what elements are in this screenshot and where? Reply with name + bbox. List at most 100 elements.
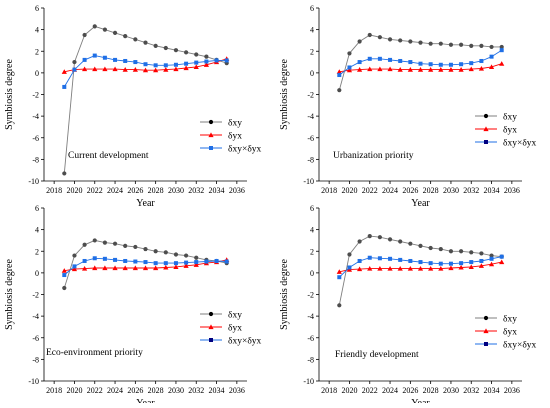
data-point <box>203 62 209 67</box>
data-point <box>112 30 118 35</box>
data-point <box>133 244 138 250</box>
series-1 <box>337 234 504 308</box>
data-point <box>499 61 505 66</box>
data-point <box>82 66 88 72</box>
panel-title: Current development <box>68 151 149 161</box>
data-point <box>367 265 373 271</box>
x-tick-label: 2030 <box>168 186 184 195</box>
legend-marker <box>484 342 488 346</box>
data-point <box>183 263 189 268</box>
data-point <box>347 65 352 70</box>
data-point <box>367 32 372 38</box>
data-point <box>194 255 199 260</box>
data-point <box>398 239 403 244</box>
data-point <box>468 66 474 72</box>
x-tick-label: 2030 <box>168 386 184 395</box>
series-3 <box>337 254 504 280</box>
data-point <box>408 60 413 65</box>
data-point <box>62 171 67 176</box>
data-point <box>367 255 372 260</box>
x-tick-label: 2026 <box>402 386 418 395</box>
data-point <box>337 303 342 308</box>
x-tick-label: 2036 <box>229 386 245 395</box>
panel-title: Friendly development <box>335 350 419 360</box>
x-tick-label: 2034 <box>209 186 225 195</box>
data-point <box>224 259 229 264</box>
data-point <box>459 62 464 67</box>
data-point <box>163 63 168 68</box>
data-point <box>62 285 67 291</box>
data-point <box>123 243 128 248</box>
y-axis-title: Symbiosis degree <box>279 259 290 330</box>
data-point <box>346 67 353 73</box>
data-point <box>143 62 148 67</box>
x-tick-label: 2022 <box>87 186 103 195</box>
data-point <box>132 67 138 72</box>
data-point <box>153 67 159 73</box>
x-tick-label: 2028 <box>423 186 439 195</box>
x-tick-label: 2024 <box>382 186 398 195</box>
data-point <box>357 266 363 272</box>
data-point <box>499 48 504 53</box>
data-point <box>92 238 97 243</box>
data-point <box>337 275 342 280</box>
legend-label: δxy×δyx <box>228 145 262 155</box>
data-point <box>469 260 474 265</box>
y-tick-label: 2 <box>35 247 39 256</box>
chart-panel-3: -10 -8 -6 -4 -2 0 2 4 6 2018 2020 2022 2024 2026 2028 2… <box>4 204 262 408</box>
y-tick-label: 4 <box>35 226 39 235</box>
data-point <box>142 67 149 73</box>
data-point <box>357 60 362 65</box>
data-point <box>102 256 107 261</box>
data-point <box>347 265 352 270</box>
data-point <box>488 64 495 70</box>
x-tick-label: 2032 <box>188 186 204 195</box>
data-point <box>448 62 453 67</box>
data-point <box>224 58 229 63</box>
x-tick-label: 2020 <box>341 186 357 195</box>
data-point <box>357 67 363 72</box>
y-tick-label: 2 <box>310 47 314 56</box>
legend-marker <box>483 315 489 321</box>
data-point <box>469 61 474 66</box>
data-point <box>143 40 148 45</box>
y-tick-label: -8 <box>32 355 39 364</box>
x-tick-label: 2030 <box>443 186 459 195</box>
legend-label: δxy×δyx <box>503 139 537 149</box>
y-tick-label: -4 <box>32 112 39 121</box>
legend-marker <box>209 338 213 342</box>
data-point <box>153 265 159 271</box>
y-tick-label: -2 <box>32 291 39 300</box>
data-point <box>112 66 118 72</box>
data-point <box>82 242 87 247</box>
x-tick-label: 2028 <box>148 386 164 395</box>
legend-label: δyx <box>228 132 242 142</box>
data-point <box>122 265 128 271</box>
data-point <box>102 27 107 32</box>
data-point <box>153 249 158 254</box>
data-point <box>92 66 98 72</box>
y-tick-label: -8 <box>32 155 39 164</box>
data-point <box>438 261 443 266</box>
data-point <box>92 256 97 261</box>
legend-label: δxy×δyx <box>228 337 262 347</box>
data-point <box>418 260 423 265</box>
data-point <box>459 249 464 254</box>
data-point <box>204 259 209 264</box>
y-tick-label: 0 <box>310 269 314 278</box>
axes: -10 -8 -6 -4 -2 0 2 4 6 2018 2020 2022 2024 2026 2028 2… <box>28 204 247 395</box>
x-tick-label: 2036 <box>504 386 520 395</box>
data-point <box>153 63 158 68</box>
data-point <box>459 261 464 266</box>
data-point <box>61 69 67 74</box>
data-point <box>163 250 168 255</box>
series-2 <box>336 259 505 274</box>
legend-marker <box>483 126 489 132</box>
series-1 <box>62 24 229 176</box>
data-point <box>407 67 413 72</box>
x-tick-label: 2026 <box>127 186 143 195</box>
data-point <box>428 62 433 67</box>
y-tick-label: -10 <box>303 177 314 186</box>
data-point <box>143 246 148 252</box>
chart-panel-2: -10 -8 -6 -4 -2 0 2 4 6 2018 2020 2022 2024 2026 2028 2… <box>279 4 537 209</box>
